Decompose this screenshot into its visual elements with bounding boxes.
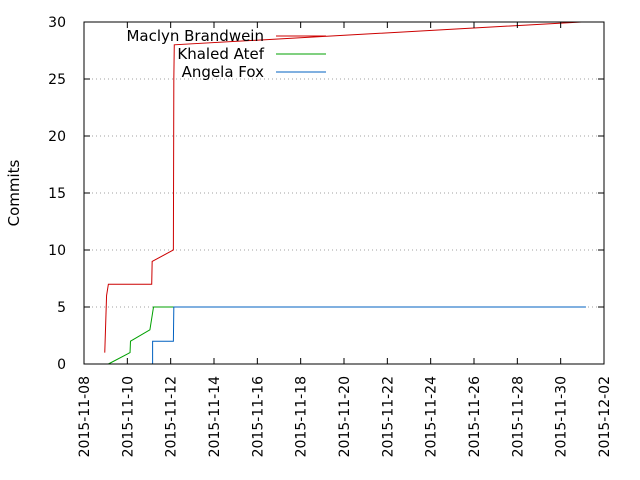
x-tick-label: 2015-11-14: [207, 376, 223, 457]
legend-label: Maclyn Brandwein: [126, 27, 264, 45]
x-tick-label: 2015-11-08: [77, 376, 93, 457]
x-tick-label: 2015-11-20: [337, 376, 353, 457]
x-tick-label: 2015-11-16: [250, 376, 266, 457]
x-tick-label: 2015-11-28: [510, 376, 526, 457]
grid-layer: [84, 78, 604, 308]
series-line: [108, 306, 174, 365]
x-tick-label: 2015-12-02: [597, 376, 613, 457]
ticks-layer: 0 5 10 15 20 25 30 2015-11-08 2015-11-10 2015-11-…: [48, 15, 613, 457]
legend-label: Khaled Atef: [177, 45, 264, 63]
y-tick-label: 0: [57, 357, 66, 373]
legend-label: Angela Fox: [182, 63, 264, 81]
series-line: [104, 21, 582, 353]
y-tick-label: 20: [48, 129, 66, 145]
y-tick-label: 25: [48, 72, 66, 88]
y-axis-title: Commits: [5, 159, 23, 226]
y-tick-label: 10: [48, 243, 66, 259]
x-tick-label: 2015-11-22: [380, 376, 396, 457]
x-tick-label: 2015-11-18: [294, 376, 310, 457]
x-tick-label: 2015-11-26: [467, 376, 483, 457]
x-tick-label: 2015-11-24: [424, 376, 440, 457]
x-tick-label: 2015-11-12: [164, 376, 180, 457]
series-line: [152, 306, 586, 364]
y-tick-label: 30: [48, 15, 66, 31]
x-tick-label: 2015-11-30: [554, 376, 570, 457]
x-tick-label: 2015-11-10: [120, 376, 136, 457]
y-tick-label: 15: [48, 186, 66, 202]
series-layer: [104, 21, 586, 365]
y-tick-label: 5: [57, 300, 66, 316]
